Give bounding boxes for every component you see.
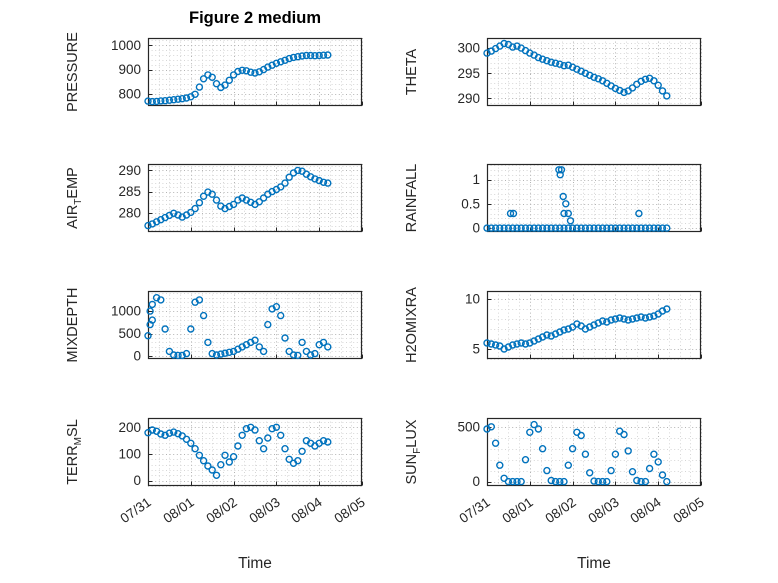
- y-tick-label: 100: [118, 447, 141, 462]
- x-tick-labels-right: 08/05: [670, 494, 708, 527]
- subplot-terr-msl: TERRMSL 0 100 200: [55, 414, 367, 490]
- axis-ticks: [487, 427, 702, 486]
- plot-canvas: 800 900 1000: [111, 37, 363, 107]
- axis-box: [147, 290, 363, 360]
- y-tick-label: 800: [118, 86, 141, 101]
- y-tick-label: 280: [118, 205, 141, 220]
- y-tick-label: 0: [472, 474, 480, 489]
- y-tick-label: 1000: [111, 38, 141, 53]
- y-tick-label: 500: [118, 326, 141, 341]
- y-tick-label: 10: [465, 292, 480, 307]
- x-tick-labels-right: 08/01: [499, 494, 536, 527]
- x-tick-labels-left: 08/04: [288, 494, 326, 527]
- axis-box: [147, 417, 363, 487]
- data-points: [483, 39, 671, 100]
- y-tick-label: 290: [118, 163, 141, 178]
- subplot-rainfall: RAINFALL 0 0.5 1: [394, 160, 706, 236]
- x-tick-labels-right: 08/03: [585, 494, 622, 527]
- minor-grid: [487, 291, 701, 360]
- axis-ticks: [148, 427, 363, 486]
- x-tick-labels-left: 08/01: [160, 494, 197, 527]
- subplot-mixdepth: MIXDEPTH 0 500 1000: [55, 287, 367, 363]
- plot-canvas: 0 500: [457, 417, 702, 489]
- y-axis-label: SUNFLUX: [404, 419, 423, 485]
- axis-box: [486, 290, 702, 360]
- figure-title: Figure 2 medium: [188, 9, 322, 27]
- axis-box: [147, 163, 363, 233]
- y-tick-label: 295: [457, 66, 480, 81]
- plot-canvas: 280 285 290: [118, 163, 363, 233]
- y-tick-label: 200: [118, 420, 141, 435]
- x-axis-label-left: Time: [238, 555, 272, 572]
- data-points: [483, 166, 671, 232]
- subplot-h2omixra: H2OMIXRA 5 10: [394, 287, 706, 363]
- plot-canvas: 00.51: [461, 163, 702, 236]
- x-tick-labels-right: 08/04: [627, 494, 665, 527]
- data-points: [144, 166, 332, 230]
- y-axis-label: TERRMSL: [65, 419, 84, 485]
- x-tick-labels-right: 08/02: [542, 494, 579, 527]
- data-points: [144, 293, 332, 360]
- y-tick-label: 900: [118, 62, 141, 77]
- plot-canvas: 0 500 1000: [111, 290, 363, 363]
- data-points: [483, 305, 671, 353]
- data-points: [144, 423, 332, 479]
- minor-grid: [487, 38, 701, 106]
- x-axis-label-right: Time: [577, 555, 611, 572]
- axis-box: [486, 417, 702, 487]
- y-tick-label: 500: [457, 419, 480, 434]
- plot-canvas: 290 295 300: [457, 37, 702, 107]
- y-tick-label: 0: [472, 221, 480, 236]
- data-points: [483, 420, 671, 486]
- x-tick-labels-left: 07/31: [117, 494, 155, 527]
- y-tick-label: 1: [472, 172, 480, 187]
- x-tick-labels-left: 08/03: [246, 494, 283, 527]
- subplot-air-temp: AIRTEMP 280 285 290: [55, 160, 367, 236]
- data-points: [144, 51, 332, 106]
- axis-box: [147, 37, 363, 107]
- y-tick-label: 0.5: [461, 196, 480, 211]
- subplot-theta: THETA 290 295 300: [394, 34, 706, 110]
- subplot-pressure: PRESSURE 800 900 1000: [55, 32, 367, 112]
- y-tick-label: 300: [457, 41, 480, 56]
- y-tick-label: 5: [472, 342, 480, 357]
- minor-grid: [148, 38, 362, 106]
- x-tick-labels-left: 08/02: [203, 494, 240, 527]
- y-tick-label: 1000: [111, 304, 141, 319]
- y-tick-label: 0: [133, 473, 141, 488]
- axis-box: [486, 37, 702, 107]
- subplot-sun-flux: SUNFLUX 0 500: [394, 414, 706, 490]
- plot-canvas: 5 10: [465, 290, 702, 360]
- y-tick-label: 285: [118, 184, 141, 199]
- plot-canvas: 0 100 200: [118, 417, 363, 488]
- x-tick-labels-left: 08/05: [331, 494, 369, 527]
- y-tick-label: 0: [133, 348, 141, 363]
- y-tick-label: 290: [457, 91, 480, 106]
- x-tick-labels-right: 07/31: [456, 494, 494, 527]
